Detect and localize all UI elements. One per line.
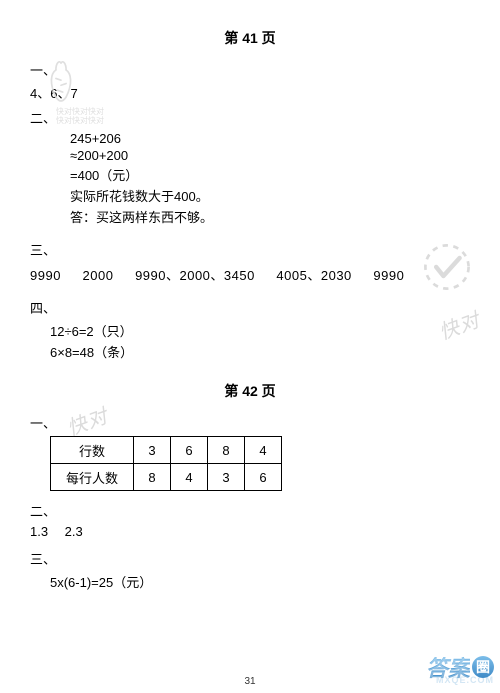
tbl-cell: 6	[171, 437, 208, 464]
tbl-cell: 4	[171, 464, 208, 491]
p41-s1-l1: 4、6、7	[30, 83, 470, 102]
p41-s4-l2: 6×8=48（条）	[30, 342, 470, 361]
page42-title: 第 42 页	[30, 381, 470, 401]
p42-s2-marker: 二、	[30, 501, 470, 520]
brand-circle-text: 圈	[472, 656, 494, 678]
p41-s2-marker: 二、	[30, 108, 470, 127]
p41-s3-marker: 三、	[30, 240, 470, 259]
p42-s3-l1: 5x(6-1)=25（元）	[30, 572, 470, 591]
table-row: 每行人数 8 4 3 6	[51, 464, 282, 491]
p41-s2-l2: ≈200+200	[30, 148, 470, 163]
p41-s2-l4: 实际所花钱数大于400。	[30, 186, 470, 205]
p41-s1-marker: 一、	[30, 60, 470, 79]
tbl-cell: 6	[245, 464, 282, 491]
p42-s2-l1: 1.3 2.3	[30, 524, 470, 539]
tbl-cell: 3	[208, 464, 245, 491]
page-root: 第 41 页 一、 4、6、7 二、 245+206 ≈200+200 =400…	[0, 0, 500, 693]
p42-s3-marker: 三、	[30, 549, 470, 568]
p41-s2-l5: 答：买这两样东西不够。	[30, 207, 470, 226]
tbl-cell: 8	[134, 464, 171, 491]
p41-s4-marker: 四、	[30, 298, 470, 317]
page-number: 31	[0, 676, 500, 687]
tbl-cell: 8	[208, 437, 245, 464]
tbl-cell: 4	[245, 437, 282, 464]
tbl-cell: 3	[134, 437, 171, 464]
tbl-r2-label: 每行人数	[51, 464, 134, 491]
p42-table: 行数 3 6 8 4 每行人数 8 4 3 6	[50, 436, 282, 491]
p41-s2-l3: =400（元）	[30, 165, 470, 184]
table-row: 行数 3 6 8 4	[51, 437, 282, 464]
p41-s4-l1: 12÷6=2（只）	[30, 321, 470, 340]
tbl-r1-label: 行数	[51, 437, 134, 464]
p41-s2-l1: 245+206	[30, 131, 470, 146]
page41-title: 第 41 页	[30, 28, 470, 48]
p41-s3-l1: 9990 2000 9990、2000、3450 4005、2030 9990	[30, 265, 470, 284]
p42-s1-marker: 一、	[30, 413, 470, 432]
